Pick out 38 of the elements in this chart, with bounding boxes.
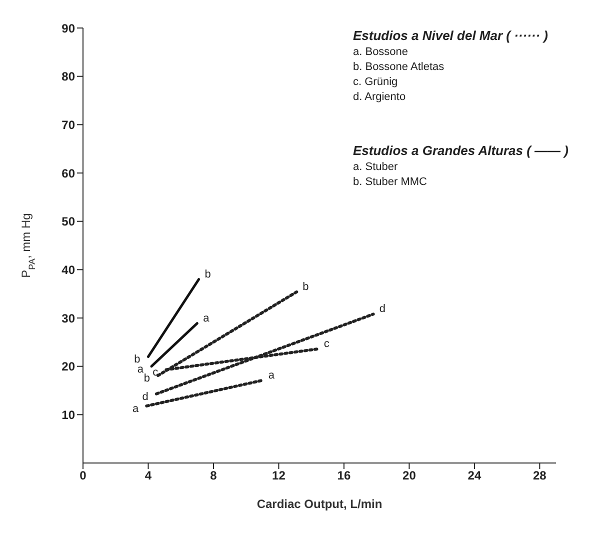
x-axis-title: Cardiac Output, L/min [256,497,382,511]
text: a [137,363,144,376]
x-tick-label: 0 [80,468,87,483]
annotation: Estudios a Grandes Alturas ( —— ) [353,143,569,158]
series-label: a [203,312,210,324]
annotation: a. Bossone [353,45,410,60]
x-tick-label: 24 [468,468,482,483]
y-tick-label: 90 [62,21,76,36]
x-tick-label: 4 [144,468,152,483]
y-tick-label: 60 [62,166,76,180]
annotation: c. Grünig [353,75,399,90]
text: d [142,390,148,403]
y-tick-label: 40 [62,262,76,277]
series-label: d [379,303,386,316]
y-tick-label: 80 [62,70,76,84]
x-tick-label: 12 [272,468,286,483]
series-label: b [302,280,309,293]
x-tick-label: 16 [337,468,351,483]
annotation: b. Bossone Atletas [353,60,446,75]
x-tick-label: 20 [402,468,416,483]
annotation: a. Stuber [353,160,399,175]
text: b [144,372,150,385]
y-tick-label: 10 [62,408,76,422]
y-tick-label: 30 [62,311,76,326]
annotation: b. Stuber MMC [353,175,428,190]
text: c [152,366,158,379]
x-tick-label: 28 [533,468,547,483]
annotation: d. Argiento [353,90,407,105]
annotation: Estudios a Nivel del Mar ( ······ ) [353,28,550,43]
series-label: c [324,338,330,350]
text: a [132,402,139,415]
x-tick-label: 8 [210,468,218,483]
y-tick-label: 70 [62,118,76,132]
series-label: a [268,369,276,382]
y-tick-label: 20 [62,360,76,374]
y-tick-label: 50 [62,214,76,229]
text: b [134,354,140,366]
series-label: b [204,268,211,280]
